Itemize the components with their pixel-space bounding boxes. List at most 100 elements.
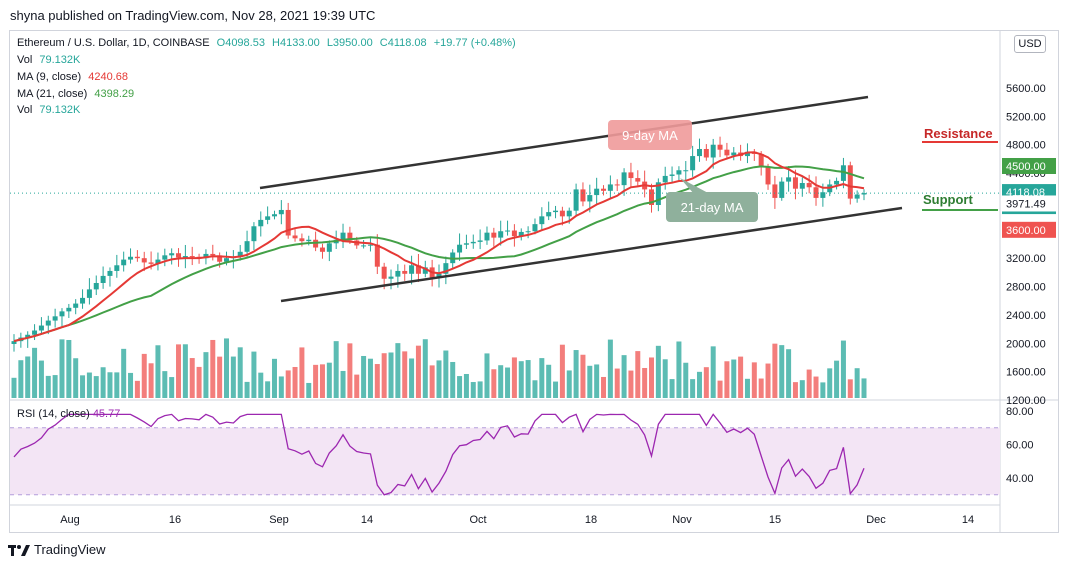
candle-body	[32, 330, 38, 335]
low-price-tag: 3971.49	[1006, 198, 1046, 210]
volume-bar	[450, 361, 456, 398]
volume-bar	[333, 341, 339, 398]
candle-body	[594, 188, 600, 196]
ma9-callout-label: 9-day MA	[622, 128, 678, 143]
volume-bar	[340, 370, 346, 398]
volume-bar	[827, 368, 833, 398]
candle-body	[505, 230, 511, 232]
candle-body	[532, 224, 538, 232]
legend-low: L3950.00	[326, 37, 373, 49]
legend-change: +19.77 (+0.48%)	[433, 37, 516, 49]
volume-bar	[45, 375, 51, 398]
candle-body	[182, 256, 188, 258]
price-tick-label: 2800.00	[1006, 282, 1046, 294]
volume-bar	[258, 372, 264, 398]
candle-body	[840, 165, 846, 181]
price-tick-label: 5600.00	[1006, 83, 1046, 95]
candle-body	[772, 184, 778, 198]
volume-bar	[230, 356, 236, 398]
volume-bar	[840, 340, 846, 398]
volume-bar	[779, 345, 785, 398]
candle-body	[169, 253, 175, 256]
rsi-tick-label: 40.00	[1006, 473, 1034, 485]
resistance-label: Resistance	[924, 126, 993, 141]
candle-body	[319, 247, 325, 252]
volume-bar	[662, 359, 668, 398]
time-tick-label: Dec	[866, 514, 886, 526]
volume-bar	[59, 339, 65, 398]
candle-body	[73, 303, 79, 308]
time-tick-label: 15	[769, 514, 781, 526]
volume-bar	[141, 353, 147, 398]
volume-bar	[505, 367, 511, 398]
price-tick-label: 1600.00	[1006, 367, 1046, 379]
candle-body	[217, 255, 223, 262]
volume-bar	[607, 339, 613, 398]
ma9-callout-box	[608, 120, 692, 150]
candles	[11, 136, 867, 352]
volume-bar	[176, 344, 182, 398]
volume-bar	[155, 345, 161, 398]
legend-symbol: Ethereum / U.S. Dollar, 1D, COINBASE	[17, 37, 210, 49]
volume-bar	[278, 376, 284, 398]
volume-bar	[683, 362, 689, 398]
volume-bar	[203, 352, 209, 398]
candle-body	[80, 297, 86, 304]
candle-body	[717, 144, 723, 150]
volume-bar	[813, 376, 819, 398]
volume-bar	[265, 381, 271, 398]
candle-body	[59, 311, 65, 317]
resistance-price-tag-bg	[1002, 158, 1056, 174]
time-tick-label: 14	[962, 514, 974, 526]
ma21-line	[13, 165, 865, 343]
legend-vol2-value: 79.132K	[39, 104, 81, 116]
support-price-tag-bg	[1002, 221, 1056, 238]
rsi-legend-value: 45.77	[92, 408, 121, 420]
volume-bar	[717, 380, 723, 398]
volume-bars	[11, 338, 867, 398]
volume-bar	[319, 364, 325, 398]
volume-bar	[676, 341, 682, 398]
low-price-tag-bg	[1002, 195, 1056, 212]
candle-body	[669, 174, 675, 176]
candle-body	[45, 320, 51, 326]
candle-body	[66, 307, 72, 312]
volume-bar	[628, 370, 634, 398]
candle-body	[539, 216, 545, 225]
candle-body	[834, 180, 840, 185]
volume-bar	[271, 358, 277, 398]
candle-body	[155, 259, 161, 264]
volume-bar	[217, 356, 223, 398]
currency-button[interactable]: USD	[1014, 35, 1046, 53]
candle-body	[683, 170, 689, 172]
candle-body	[792, 177, 798, 189]
volume-bar	[251, 351, 257, 398]
candle-body	[498, 231, 504, 238]
legend-vol2: Vol 79.132K	[17, 104, 84, 116]
rsi-tick-label: 60.00	[1006, 440, 1034, 452]
legend-ma21-value: 4398.29	[94, 88, 135, 100]
candle-body	[38, 325, 44, 331]
volume-bar	[182, 344, 188, 398]
rsi-legend-label: RSI (14, close)	[17, 408, 90, 420]
volume-bar	[422, 339, 428, 398]
candle-body	[258, 219, 264, 227]
volume-bar	[669, 379, 675, 398]
volume-bar	[93, 376, 99, 398]
volume-bar	[25, 356, 31, 398]
candle-body	[511, 230, 517, 237]
candle-body	[436, 273, 442, 279]
volume-bar	[532, 380, 538, 398]
volume-bar	[148, 363, 154, 398]
price-tick-label: 4800.00	[1006, 140, 1046, 152]
candle-body	[621, 172, 627, 186]
volume-bar	[786, 349, 792, 398]
volume-bar	[621, 355, 627, 398]
volume-bar	[457, 376, 463, 398]
footer-brand[interactable]: TradingView	[8, 542, 106, 557]
volume-bar	[38, 360, 44, 398]
ma9-callout: 9-day MA	[608, 120, 692, 150]
candle-body	[662, 175, 668, 183]
candle-body	[114, 265, 120, 271]
